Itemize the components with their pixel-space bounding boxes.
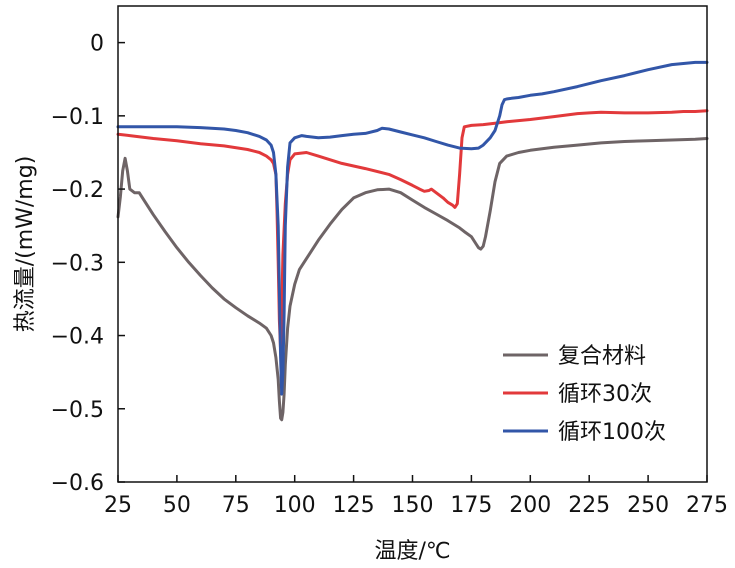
x-tick-label: 175 bbox=[450, 493, 492, 518]
x-axis-title: 温度/℃ bbox=[374, 539, 450, 564]
series-line-3 bbox=[116, 60, 709, 396]
y-tick-label: −0.4 bbox=[51, 325, 104, 350]
x-tick-label: 100 bbox=[274, 493, 316, 518]
x-tick-label: 50 bbox=[163, 493, 191, 518]
x-tick-label: 75 bbox=[222, 493, 250, 518]
series-line-2 bbox=[116, 109, 709, 352]
series-line-1 bbox=[116, 137, 709, 422]
y-tick-label: −0.2 bbox=[51, 178, 104, 203]
x-tick-label: 25 bbox=[104, 493, 132, 518]
y-tick-label: −0.1 bbox=[51, 105, 104, 130]
y-tick-label: −0.3 bbox=[51, 251, 104, 276]
legend-label: 循环100次 bbox=[558, 420, 666, 445]
legend-label: 复合材料 bbox=[558, 344, 646, 369]
plot-lines bbox=[116, 60, 709, 422]
y-tick-label: −0.5 bbox=[51, 398, 104, 423]
legend-label: 循环30次 bbox=[558, 382, 652, 407]
tick-labels: 25 50 75 100 125 150 175 200 225 250 275 0 −0.1 −0.2 −… bbox=[51, 32, 728, 518]
y-tick-label: 0 bbox=[90, 32, 104, 57]
y-axis-title: 热流量/(mW/mg) bbox=[13, 156, 38, 333]
x-tick-label: 125 bbox=[333, 493, 375, 518]
x-tick-label: 250 bbox=[627, 493, 669, 518]
x-tick-label: 200 bbox=[509, 493, 551, 518]
x-tick-label: 150 bbox=[392, 493, 434, 518]
y-tick-label: −0.6 bbox=[51, 471, 104, 496]
x-tick-label: 275 bbox=[686, 493, 728, 518]
x-tick-label: 225 bbox=[568, 493, 610, 518]
ticks bbox=[117, 41, 708, 483]
